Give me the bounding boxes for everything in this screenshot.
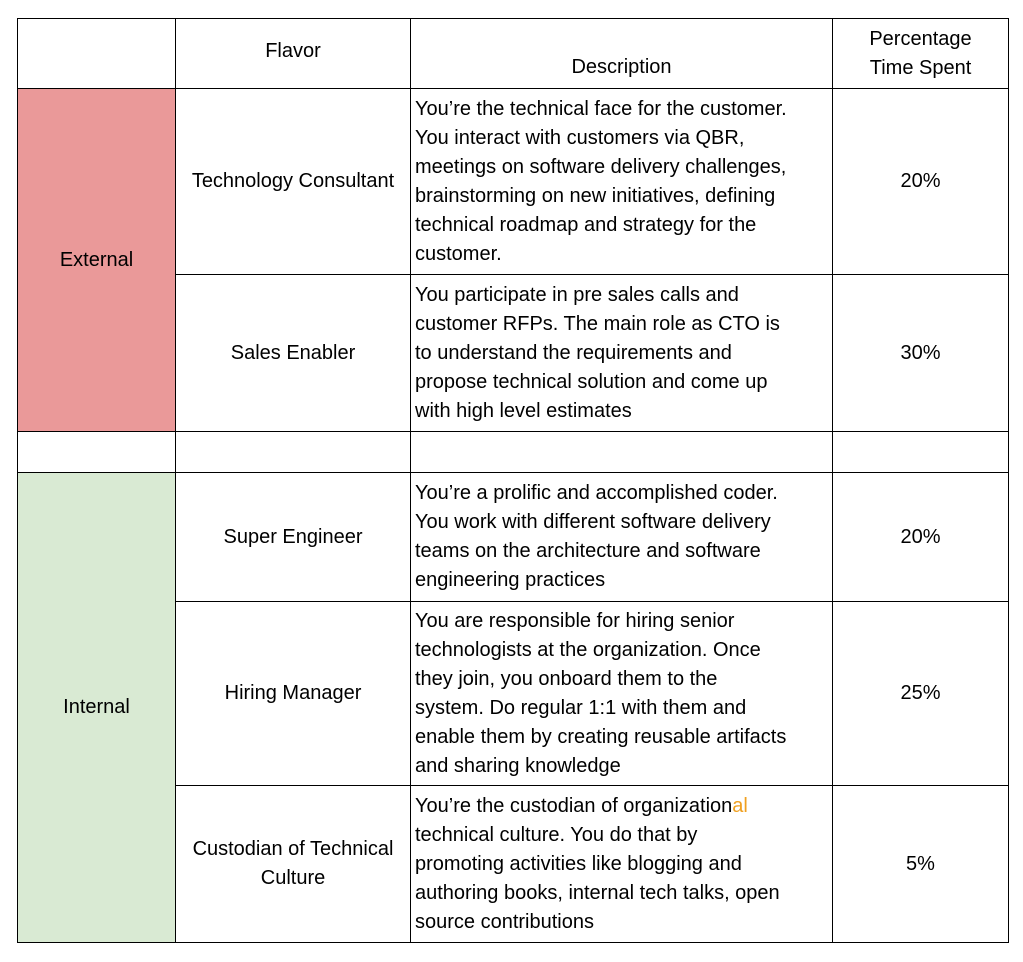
description-cell: You are responsible for hiring senior tec… [410, 601, 833, 786]
description-line: system. Do regular 1:1 with them and [415, 696, 747, 719]
description-line: You’re a prolific and accomplished coder… [415, 482, 778, 504]
description-line: to understand the requirements and [415, 341, 732, 364]
spacer-cell [17, 431, 176, 473]
description-line: You work with different software deliver… [415, 511, 771, 533]
description-line: technologists at the organization. Once [415, 638, 761, 661]
description-line: customer RFPs. The main role as CTO is [415, 312, 780, 335]
spacer-cell [832, 431, 1009, 473]
description-cell: You’re the technical face for the custom… [410, 88, 833, 275]
percentage-cell: 30% [832, 274, 1009, 432]
header-percentage: Percentage Time Spent [832, 18, 1009, 89]
description-line: source contributions [415, 910, 594, 933]
description-line: enable them by creating reusable artifac… [415, 725, 787, 748]
description-text: You’re the custodian of organization [415, 794, 733, 817]
flavor-cell: Super Engineer [175, 472, 411, 602]
description-cell: You participate in pre sales calls and cu… [410, 274, 833, 432]
header-corner-cell [17, 18, 176, 89]
description-line: with high level estimates [415, 399, 632, 422]
header-percentage-text: Percentage Time Spent [869, 27, 972, 79]
spacer-cell [410, 431, 833, 473]
percentage-text: 5% [906, 852, 935, 875]
group-internal: Internal [17, 472, 176, 943]
spacer-cell [175, 431, 411, 473]
percentage-cell: 5% [832, 785, 1009, 943]
description-cell: You’re the custodian of organizational te… [410, 785, 833, 943]
header-flavor: Flavor [175, 18, 411, 89]
description-line: You interact with customers via QBR, [415, 126, 745, 149]
highlighted-text: al [732, 794, 748, 817]
description-line: meetings on software delivery challenges… [415, 155, 787, 178]
description-line: and sharing knowledge [415, 754, 621, 777]
group-external-label: External [59, 248, 134, 271]
description-line: technical roadmap and strategy for the [415, 213, 757, 236]
percentage-text: 20% [900, 525, 941, 548]
group-external: External [17, 88, 176, 432]
percentage-cell: 25% [832, 601, 1009, 786]
description-line: promoting activities like blogging and [415, 852, 742, 875]
description-cell: You’re a prolific and accomplished coder… [410, 472, 833, 602]
flavor-text: Super Engineer [223, 525, 363, 548]
flavor-text: Custodian of Technical Culture [192, 838, 394, 889]
description-line: teams on the architecture and software [415, 540, 761, 562]
header-description-text: Description [571, 56, 672, 78]
percentage-cell: 20% [832, 88, 1009, 275]
flavor-text: Hiring Manager [224, 682, 362, 704]
flavor-cell: Hiring Manager [175, 601, 411, 786]
description-line: authoring books, internal tech talks, op… [415, 881, 780, 904]
description-line: You’re the custodian of organizational [415, 792, 780, 821]
description-line: technical culture. You do that by [415, 823, 698, 846]
flavor-text: Technology Consultant [191, 170, 395, 192]
flavor-cell: Technology Consultant [175, 88, 411, 275]
description-line: You participate in pre sales calls and [415, 283, 739, 306]
description-line: You are responsible for hiring senior [415, 609, 735, 632]
description-line: propose technical solution and come up [415, 370, 768, 393]
description-line: customer. [415, 242, 502, 265]
header-description: Description [410, 18, 833, 89]
description-line: brainstorming on new initiatives, defini… [415, 184, 776, 207]
description-line: You’re the technical face for the custom… [415, 97, 787, 120]
group-internal-label: Internal [63, 696, 130, 718]
flavor-text: Sales Enabler [230, 341, 356, 364]
description-line: engineering practices [415, 569, 606, 591]
percentage-text: 30% [900, 341, 941, 364]
header-flavor-text: Flavor [265, 40, 321, 62]
percentage-text: 20% [900, 170, 941, 192]
description-line: they join, you onboard them to the [415, 667, 718, 690]
percentage-text: 25% [900, 682, 941, 704]
percentage-cell: 20% [832, 472, 1009, 602]
flavor-cell: Sales Enabler [175, 274, 411, 432]
flavor-cell: Custodian of Technical Culture [175, 785, 411, 943]
